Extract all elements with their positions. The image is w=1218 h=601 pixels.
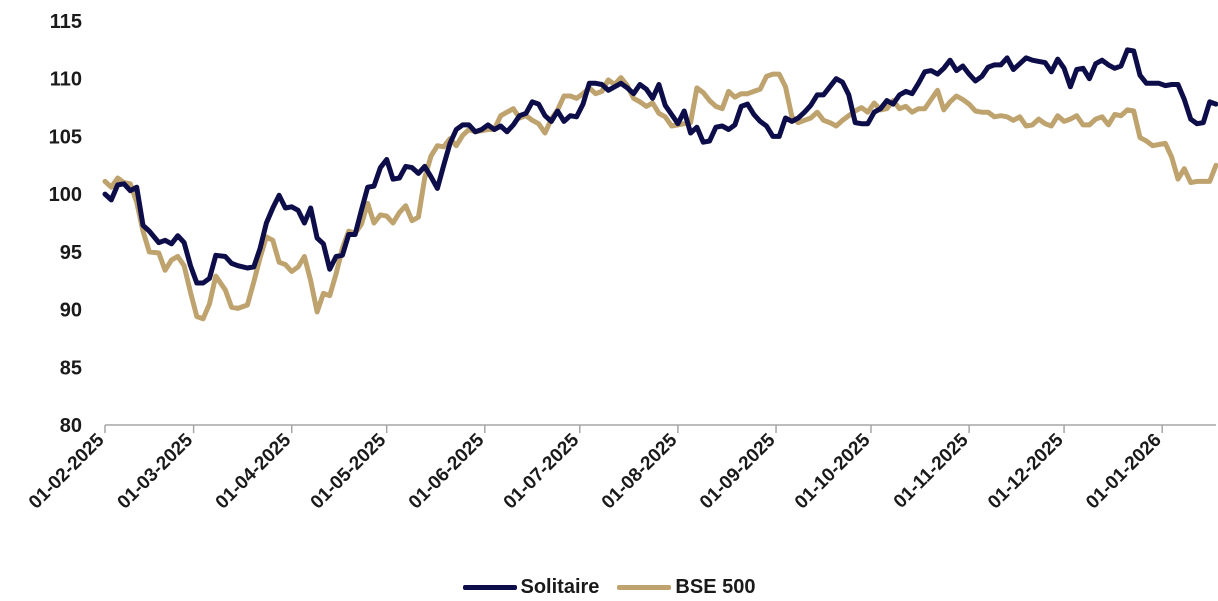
series-line-solitaire <box>102 47 1218 286</box>
y-tick-label: 85 <box>60 357 82 379</box>
x-tick-label: 01-04-2025 <box>212 429 296 513</box>
x-tick-label: 01-02-2025 <box>25 429 109 513</box>
x-axis-tick-marks <box>104 425 1163 433</box>
y-tick-label: 90 <box>60 300 82 322</box>
legend: Solitaire BSE 500 <box>0 576 1218 599</box>
y-tick-label: 80 <box>60 415 82 437</box>
x-tick-label: 01-01-2026 <box>1082 430 1166 514</box>
x-tick-label: 01-03-2025 <box>114 429 198 513</box>
x-axis-labels: 01-02-2025 01-03-2025 01-04-2025 01-05-2025… <box>25 429 1166 513</box>
y-tick-label: 115 <box>50 11 82 33</box>
x-tick-label: 01-12-2025 <box>984 429 1068 513</box>
legend-item-bse500: BSE 500 <box>617 576 755 599</box>
legend-label-bse500: BSE 500 <box>675 576 756 598</box>
series-layer <box>102 47 1218 322</box>
legend-label-solitaire: Solitaire <box>520 576 600 598</box>
y-axis-ticks: 80 85 90 95 100 105 110 115 <box>49 11 82 437</box>
x-tick-label: 01-06-2025 <box>405 429 489 513</box>
x-tick-label: 01-11-2025 <box>890 429 973 512</box>
y-tick-label: 105 <box>49 126 82 148</box>
y-tick-label: 110 <box>50 69 82 91</box>
y-tick-label: 95 <box>60 242 82 264</box>
x-tick-label: 01-10-2025 <box>791 429 875 513</box>
series-line-bse-500 <box>102 71 1218 322</box>
x-tick-label: 01-05-2025 <box>307 429 391 513</box>
legend-swatch-bse500 <box>617 585 672 590</box>
x-tick-label: 01-07-2025 <box>500 429 584 513</box>
legend-swatch-solitaire <box>462 585 517 590</box>
x-tick-label: 01-09-2025 <box>696 429 780 513</box>
x-tick-label: 01-08-2025 <box>598 429 682 513</box>
legend-item-solitaire: Solitaire <box>462 576 600 599</box>
y-tick-label: 100 <box>49 184 82 206</box>
